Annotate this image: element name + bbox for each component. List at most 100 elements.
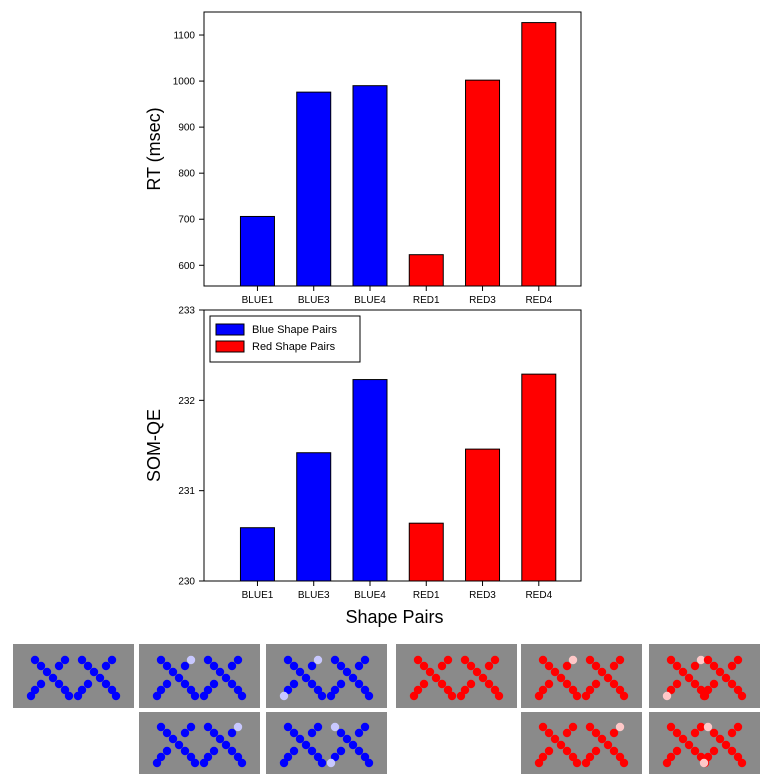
y-tick-label: 231 xyxy=(178,486,195,497)
shape-dot xyxy=(354,661,364,671)
shape-dot xyxy=(209,679,219,689)
shape-dot xyxy=(360,685,370,695)
shape-dot xyxy=(678,667,688,677)
shape-dot xyxy=(585,685,595,695)
shape-dot xyxy=(168,734,178,744)
shape-dot xyxy=(152,758,162,768)
shape-dot xyxy=(678,734,688,744)
shape-dot xyxy=(709,679,719,689)
shape-dot xyxy=(199,758,209,768)
stimulus-panel xyxy=(521,644,642,708)
shape-dot xyxy=(190,691,200,701)
stimulus-shapes xyxy=(279,722,374,768)
shape-dot xyxy=(466,661,476,671)
y-tick-label: 232 xyxy=(178,396,195,407)
shape-dot xyxy=(419,679,429,689)
shape-dot xyxy=(42,667,52,677)
shape-dot xyxy=(544,728,554,738)
shape-dot xyxy=(556,740,566,750)
shape-dot xyxy=(336,728,346,738)
stimulus-shapes xyxy=(662,655,747,701)
shape-dot xyxy=(534,691,544,701)
shape-dot xyxy=(168,667,178,677)
y-tick-label: 700 xyxy=(178,215,195,226)
shape-dot xyxy=(237,758,247,768)
y-tick-label: 1000 xyxy=(173,77,196,88)
shape-dot xyxy=(690,728,700,738)
shape-dot xyxy=(460,685,470,695)
shape-dot xyxy=(174,673,184,683)
shape-dot xyxy=(186,685,196,695)
shape-dot xyxy=(609,728,619,738)
shape-dot xyxy=(425,667,435,677)
shape-dot xyxy=(64,691,74,701)
stimulus-panel xyxy=(139,644,260,708)
shape-dot xyxy=(354,746,364,756)
shape-dot xyxy=(490,655,500,665)
shape-dot xyxy=(585,722,595,732)
shape-dot xyxy=(342,667,352,677)
shape-dot xyxy=(562,746,572,756)
stimulus-panel xyxy=(649,644,760,708)
shape-dot xyxy=(54,661,64,671)
shape-dot xyxy=(233,722,243,732)
shape-dot xyxy=(703,685,713,695)
shape-dot xyxy=(460,655,470,665)
shape-dot xyxy=(544,679,554,689)
shape-dot xyxy=(591,661,601,671)
shape-dot xyxy=(709,661,719,671)
y-tick-label: 600 xyxy=(178,261,195,272)
shape-dot xyxy=(317,758,327,768)
shape-dot xyxy=(666,655,676,665)
shape-dot xyxy=(666,722,676,732)
shape-dot xyxy=(494,691,504,701)
shape-dot xyxy=(562,679,572,689)
shape-dot xyxy=(703,752,713,762)
shape-dot xyxy=(60,685,70,695)
chart-1: 600 700 800 900 1000 1100 BLUE1 BLUE3 BLUE4 RED1 R… xyxy=(144,11,582,306)
x-tick-label: BLUE1 xyxy=(242,295,274,306)
shape-dot xyxy=(101,679,111,689)
shape-dot xyxy=(162,661,172,671)
y-tick-label: 900 xyxy=(178,123,195,134)
shape-dot xyxy=(609,661,619,671)
shape-dot xyxy=(597,667,607,677)
shape-dot xyxy=(283,722,293,732)
shape-dot xyxy=(301,740,311,750)
shape-dot xyxy=(283,752,293,762)
shape-dot xyxy=(289,679,299,689)
shape-dot xyxy=(364,758,374,768)
shape-dot xyxy=(413,685,423,695)
shape-dot xyxy=(550,734,560,744)
shape-dot xyxy=(227,728,237,738)
shape-dot xyxy=(156,752,166,762)
stimulus-shapes xyxy=(409,655,504,701)
shape-dot xyxy=(727,679,737,689)
legend-box xyxy=(209,315,361,363)
shape-dot xyxy=(354,679,364,689)
shape-dot xyxy=(360,722,370,732)
shape-dot xyxy=(237,691,247,701)
shape-dot xyxy=(107,655,117,665)
shape-dot xyxy=(289,661,299,671)
shape-dot xyxy=(313,655,323,665)
shape-dot xyxy=(619,691,629,701)
shape-dot xyxy=(364,691,374,701)
shape-dot xyxy=(466,679,476,689)
stimulus-shapes xyxy=(534,722,629,768)
shape-dot xyxy=(174,740,184,750)
stimulus-panel xyxy=(649,712,760,774)
shape-dot xyxy=(199,691,209,701)
shape-dot xyxy=(538,685,548,695)
shape-dot xyxy=(478,673,488,683)
shape-dot xyxy=(330,752,340,762)
shape-dot xyxy=(437,679,447,689)
shape-dot xyxy=(215,667,225,677)
shape-dot xyxy=(342,734,352,744)
bar-red1 xyxy=(408,522,444,582)
shape-dot xyxy=(209,661,219,671)
shape-dot xyxy=(162,728,172,738)
shape-dot xyxy=(484,679,494,689)
shape-dot xyxy=(737,758,747,768)
shape-dot xyxy=(431,673,441,683)
